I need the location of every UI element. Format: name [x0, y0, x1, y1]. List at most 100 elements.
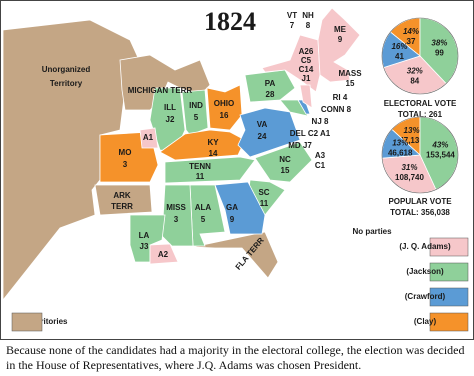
state-label: ME [334, 25, 347, 34]
pie-value: 37 [407, 37, 416, 46]
legend-swatch [429, 312, 469, 332]
state-label: J3 [140, 242, 149, 251]
pie-value: 153,544 [426, 151, 455, 160]
state [149, 243, 179, 265]
state [299, 84, 313, 109]
pie-value: 99 [435, 48, 444, 57]
caption: Because none of the candidates had a maj… [6, 343, 465, 372]
state [279, 99, 309, 117]
pie-charts: ELECTORAL VOTE TOTAL: 261 POPULAR VOTE T… [381, 17, 459, 217]
pie-percent: 43% [431, 141, 448, 150]
state-label: C1 [315, 161, 326, 170]
map-shapes [2, 7, 361, 302]
pie-value: 47,136 [399, 136, 424, 145]
region-label: Territory [50, 79, 83, 88]
legend-swatch [429, 237, 469, 257]
state [254, 141, 313, 183]
map-title: 1824 [204, 7, 256, 36]
state-label: 9 [338, 35, 343, 44]
state-label: MO [119, 148, 132, 157]
state-label: A1 [143, 133, 154, 142]
state-label: GA [226, 203, 238, 212]
state-label: RI 4 [333, 93, 348, 102]
region-label: ARK [113, 191, 131, 200]
pie-title: POPULAR VOTE [388, 197, 452, 206]
pie-total: TOTAL: 261 [398, 110, 443, 119]
state [214, 181, 266, 235]
state-label: MASS [338, 69, 362, 78]
state-label: 5 [194, 113, 199, 122]
state-label: VA [257, 120, 268, 129]
state-label: 7 [290, 21, 295, 30]
state-label: 11 [196, 172, 205, 181]
state [139, 127, 159, 149]
pie-outline [381, 17, 459, 95]
state [317, 7, 361, 83]
state-label: NC [279, 155, 291, 164]
florida-territory [192, 231, 279, 279]
state-label: 15 [346, 79, 355, 88]
state-label: CONN 8 [321, 105, 352, 114]
pie-value: 46,618 [388, 148, 413, 157]
state-label: LA [139, 231, 150, 240]
state-label: J2 [166, 115, 175, 124]
state-label: 8 [306, 21, 311, 30]
state-label: IND [189, 101, 203, 110]
pie-value: 84 [410, 76, 419, 85]
state-label: ALA [195, 203, 212, 212]
state [164, 156, 256, 184]
state-label: 24 [258, 132, 267, 141]
legend-label: (Crawford) [405, 292, 446, 301]
pie-value: 108,740 [395, 173, 424, 182]
legend-label: (Jackson) [406, 267, 444, 276]
state-label: 9 [230, 215, 235, 224]
region-label: TERR [111, 202, 133, 211]
region-label: MICHIGAN TERR [128, 86, 193, 95]
state-label: 5 [201, 215, 206, 224]
map-labels: Unorganized Territory MICHIGAN TERR ILL … [42, 11, 362, 272]
state-label: PA [265, 79, 276, 88]
pie-percent: 38% [431, 38, 447, 47]
legend-swatch [11, 312, 43, 332]
state-label: 15 [281, 166, 290, 175]
state-label: KY [207, 138, 219, 147]
state-label: NJ 8 [312, 117, 329, 126]
state-label: OHIO [214, 99, 234, 108]
state [159, 129, 246, 161]
pie-percent: 14% [403, 27, 419, 36]
legend-label: (Clay) [414, 317, 437, 326]
legend-label: (J. Q. Adams) [399, 242, 451, 251]
pie-percent: 13% [404, 126, 420, 135]
arkansas-territory [94, 184, 153, 216]
state-label: C5 [301, 56, 312, 65]
pie-percent: 32% [407, 66, 423, 75]
state-label: A3 [315, 151, 326, 160]
state-label: A2 [158, 250, 169, 259]
state-label: MD J7 [288, 141, 312, 150]
pie-total: TOTAL: 356,038 [390, 208, 450, 217]
state-label: NH [302, 11, 314, 20]
state [261, 34, 321, 93]
state-label: MISS [166, 203, 186, 212]
pie-value: 41 [395, 52, 404, 61]
legend-label: Territories [29, 317, 69, 326]
state-label: VT [287, 11, 297, 20]
map-figure: Unorganized Territory MICHIGAN TERR ILL … [0, 0, 474, 340]
state-label: 3 [123, 160, 128, 169]
legend-swatch [429, 287, 469, 307]
legend: No parties Territories (J. Q. Adams) (Jac… [11, 227, 469, 332]
region-label: Unorganized [42, 65, 91, 74]
state-label: 16 [220, 111, 229, 120]
pie-percent: 31% [401, 163, 417, 172]
state-label: DEL C2 A1 [290, 129, 331, 138]
pie-percent: 13% [392, 138, 408, 147]
state-label: A26 [299, 47, 314, 56]
legend-swatch [429, 262, 469, 282]
state [237, 107, 301, 158]
legend-heading: No parties [352, 227, 392, 236]
state-label: C14 [299, 65, 314, 74]
pie-percent: 16% [391, 42, 407, 51]
state-label: TENN [189, 162, 211, 171]
state-label: 14 [209, 149, 218, 158]
